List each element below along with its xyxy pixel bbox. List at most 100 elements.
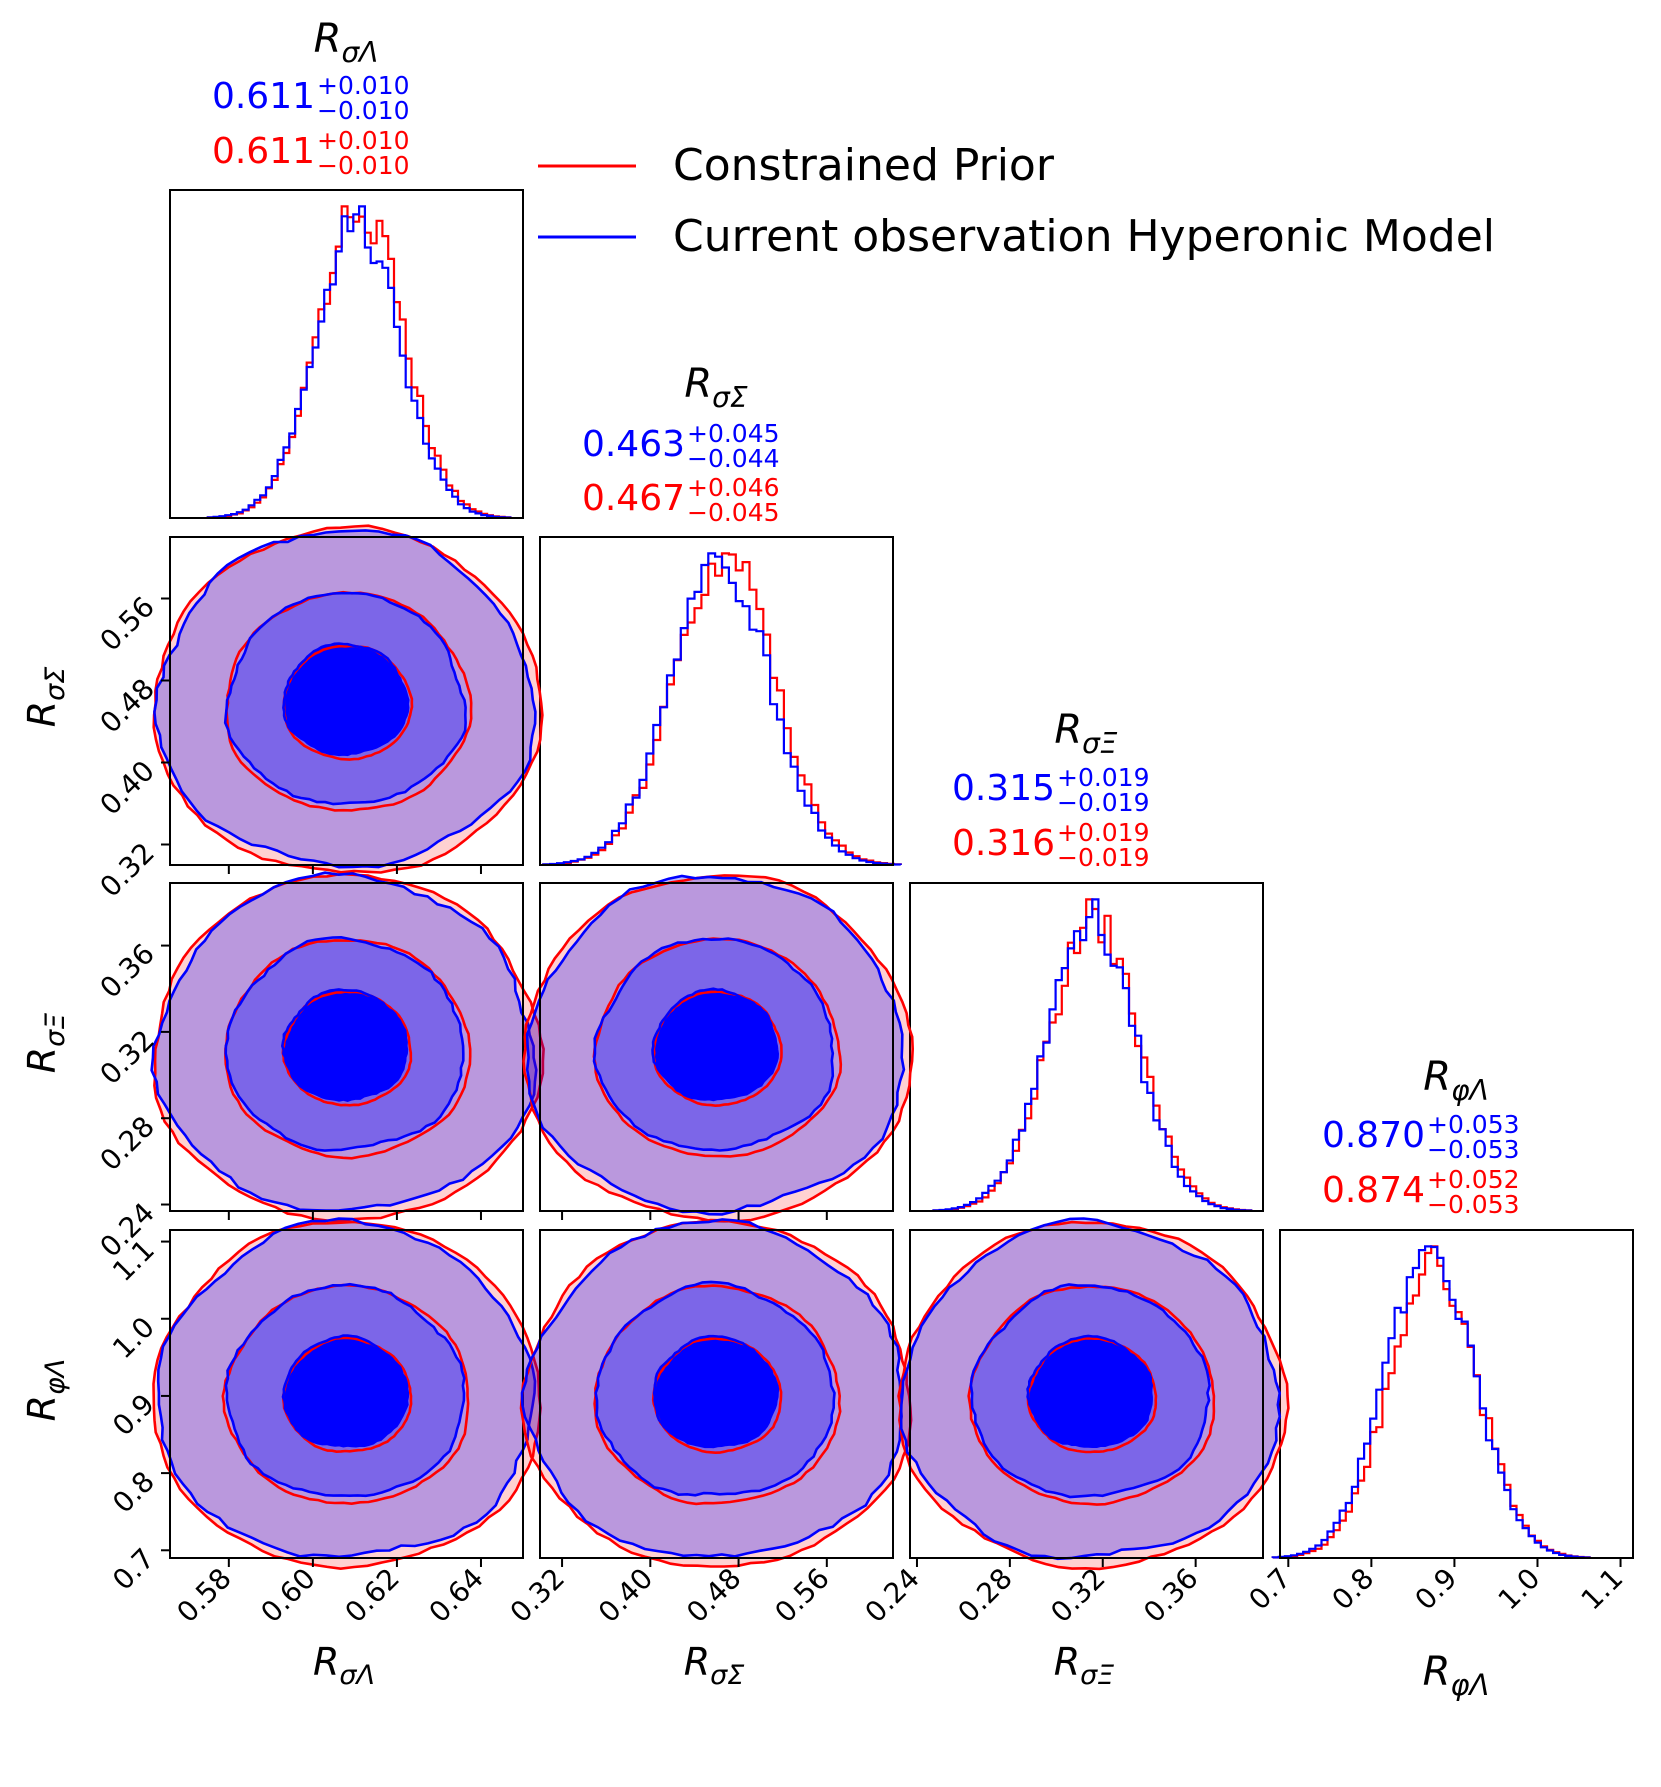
y-tick-label: 0.8 [106,1465,161,1520]
contour-frame [169,536,524,866]
x-tick-label: 0.36 [1137,1562,1204,1629]
x-tick-label: 0.56 [768,1562,835,1629]
x-tick-label: 0.8 [1325,1562,1380,1617]
legend: Constrained Prior Current observation Hy… [538,140,1495,262]
contour-observation-line-1 [594,1280,836,1497]
panel-grid: 0.58 0.60 0.62 0.64 0.32 0.40 0.48 0.56 0.24 0.28… [94,189,1634,1629]
y-tick-label: 0.56 [94,590,161,657]
title-red-median: 0.611 [212,131,315,172]
contour-observation-fill-2 [283,1335,408,1447]
x-axis-label-sigma-xi: RσΞ [1054,1640,1115,1691]
contour-frame [909,1229,1264,1559]
x-axis-label-phi-lambda: RφΛ [1423,1649,1490,1702]
y-axis-label-sigma-xi: RσΞ [20,1013,71,1074]
title-red-plus: +0.046 [687,473,780,502]
x-tick-label: 0.28 [951,1562,1018,1629]
hist-prior-sx [932,898,1253,1212]
title-blue-median: 0.870 [1322,1115,1425,1156]
title-phi-lambda: RφΛ 0.870 +0.053 −0.053 0.874 +0.052 −0.… [1322,1054,1520,1219]
title-sigma-lambda: RσΛ 0.611 +0.010 −0.010 0.611 +0.010 −0.… [212,16,410,180]
title-blue-minus: −0.019 [1057,788,1150,817]
title-red-median: 0.874 [1322,1170,1425,1211]
hist-prior-fl [1271,1245,1591,1559]
y-tick-label: 0.40 [94,754,161,821]
contour-observation-line-0 [153,529,537,869]
contour-prior-line-1 [967,1284,1216,1506]
x-tick-label: 0.62 [338,1562,405,1629]
title-red-minus: −0.010 [317,151,410,180]
title-red-minus: −0.045 [687,498,780,527]
x-tick-label: 0.40 [592,1562,659,1629]
hist-observation-fl [1271,1245,1591,1559]
hist-frame-ss [539,536,894,866]
title-red-minus: −0.053 [1427,1190,1520,1219]
x-tick-label: 0.60 [254,1562,321,1629]
title-red-median: 0.316 [952,823,1055,864]
contour-observation-fill-2 [654,1336,778,1447]
hist-frame-fl [1279,1229,1634,1559]
x-tick-label: 1.1 [1575,1562,1630,1617]
title-blue-plus: +0.019 [1057,763,1150,792]
contour-panel-sx-fl [897,1217,1290,1571]
y-tick-label: 0.32 [94,836,161,903]
contour-panel-sl-sx [150,871,545,1223]
contour-observation-line-0 [150,871,538,1212]
hist-frame-sx [909,882,1264,1212]
x-tick-label: 0.7 [1242,1562,1297,1617]
contour-observation-line-2 [281,1334,410,1448]
contour-observation-fill-2 [652,988,778,1100]
title-blue-median: 0.611 [212,76,315,117]
contour-panel-sl-ss [152,524,544,874]
title-blue-median: 0.463 [582,424,685,465]
contour-observation-line-2 [282,642,410,757]
contour-frame [539,882,894,1212]
x-tick-label: 0.32 [1044,1562,1111,1629]
hist-observation-sx [932,898,1253,1212]
y-axis-labels: RσΣ RσΞ RφΛ [20,667,71,1422]
title-symbol: RφΛ [1423,1054,1488,1107]
title-symbol: RσΣ [684,361,748,414]
x-tick-label: 1.0 [1492,1562,1547,1617]
title-sigma-xi: RσΞ 0.315 +0.019 −0.019 0.316 +0.019 −0.… [952,707,1150,872]
contour-prior-line-0 [153,872,545,1223]
contour-observation-line-0 [520,1218,903,1558]
hist-prior-ss [542,552,902,866]
contour-prior-line-0 [897,1220,1290,1571]
x-tick-label: 0.24 [858,1562,925,1629]
y-tick-label: 0.36 [94,937,161,1004]
title-symbol: RσΛ [314,16,379,69]
legend-label-prior: Constrained Prior [673,140,1055,191]
title-blue-plus: +0.053 [1427,1110,1520,1139]
title-symbol: RσΞ [1054,707,1118,760]
y-tick-label: 0.28 [94,1110,161,1177]
y-axis-label-sigma-sigma: RσΣ [20,667,71,728]
title-blue-plus: +0.045 [687,419,780,448]
hist-observation-ss [542,552,902,866]
title-blue-minus: −0.044 [687,444,780,473]
contour-observation-line-1 [592,937,835,1152]
contour-prior-line-0 [152,1220,542,1571]
contour-observation-fill-2 [1027,1335,1152,1447]
hist-prior-sl [206,205,512,519]
title-sigma-sigma: RσΣ 0.463 +0.045 −0.044 0.467 +0.046 −0.… [582,361,780,527]
contour-observation-line-1 [223,591,467,806]
hist-panel-sx [909,882,1264,1212]
title-blue-minus: −0.010 [317,96,410,125]
title-blue-median: 0.315 [952,768,1055,809]
y-axis-label-phi-lambda: RφΛ [20,1359,71,1422]
hist-panel-fl [1271,1229,1634,1559]
hist-panel-ss [539,536,902,866]
contour-observation-line-2 [652,1334,780,1449]
contour-panel-ss-sx [522,874,915,1223]
contour-observation-fill-2 [283,643,409,755]
contour-frame [539,1229,894,1559]
x-tick-label: 0.32 [504,1562,571,1629]
title-red-plus: +0.052 [1427,1165,1520,1194]
x-axis-label-sigma-sigma: RσΣ [684,1640,745,1691]
x-tick-label: 0.58 [170,1562,237,1629]
title-red-plus: +0.010 [317,126,410,155]
contour-observation-line-2 [651,987,780,1102]
y-tick-label: 0.48 [94,672,161,739]
contour-observation-line-2 [1026,1334,1154,1448]
